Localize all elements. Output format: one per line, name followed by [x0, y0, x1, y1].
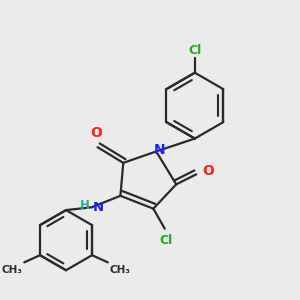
Text: H: H: [80, 199, 89, 212]
Text: O: O: [202, 164, 214, 178]
Text: N: N: [154, 143, 165, 157]
Text: Cl: Cl: [160, 234, 173, 247]
Text: Cl: Cl: [188, 44, 202, 57]
Text: O: O: [90, 126, 102, 140]
Text: CH₃: CH₃: [2, 265, 23, 275]
Text: N: N: [93, 201, 104, 214]
Text: CH₃: CH₃: [109, 265, 130, 275]
